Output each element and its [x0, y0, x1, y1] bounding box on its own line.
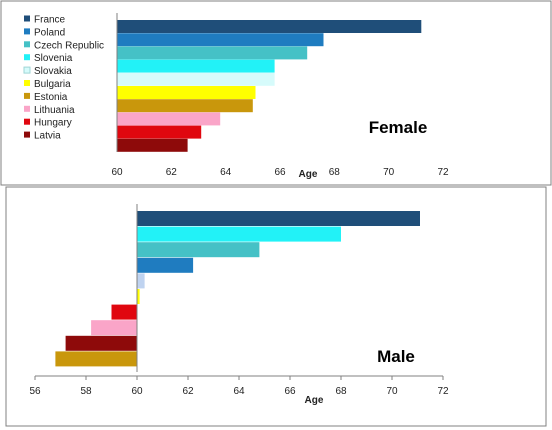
male-x-tick-64: 64: [233, 386, 245, 397]
male-x-tick-56: 56: [29, 386, 41, 397]
female-bar-france: [117, 20, 422, 33]
female-legend-swatch-lithuania: [24, 105, 30, 112]
female-x-axis-title: Age: [299, 169, 318, 180]
female-panel-title: Female: [369, 118, 428, 137]
female-x-tick-64: 64: [220, 167, 232, 178]
male-x-tick-70: 70: [386, 386, 398, 397]
male-bar-france: [137, 211, 420, 226]
male-x-tick-58: 58: [80, 386, 92, 397]
male-bar-slovakia: [137, 273, 145, 289]
male-bars: [55, 211, 420, 367]
female-x-tick-70: 70: [383, 167, 395, 178]
female-legend-swatch-slovakia: [23, 66, 31, 74]
female-legend-swatch-latvia: [24, 131, 30, 138]
female-panel-border: [0, 0, 552, 186]
female-x-tick-68: 68: [329, 167, 341, 178]
female-legend-label-lithuania: Lithuania: [34, 105, 75, 116]
female-x-axis-ticks: 60 62 64 66 68 70 72: [111, 167, 449, 178]
female-bar-hungary: [117, 125, 202, 139]
female-legend-swatch-bulgaria: [24, 80, 30, 86]
male-bar-hungary: [111, 304, 137, 320]
female-legend-swatch-hungary: [24, 118, 30, 125]
male-x-tick-66: 66: [284, 386, 296, 397]
female-legend-swatch-poland: [24, 28, 30, 35]
male-bar-czech-republic: [137, 242, 260, 258]
female-legend-label-hungary: Hungary: [34, 118, 72, 129]
male-bar-lithuania: [91, 320, 137, 336]
female-legend-label-estonia: Estonia: [34, 92, 68, 103]
female-bar-slovenia: [117, 59, 275, 73]
female-bar-czech-republic: [117, 46, 308, 60]
female-x-tick-60: 60: [111, 167, 123, 178]
female-legend-label-czech-republic: Czech Republic: [34, 40, 104, 51]
male-bar-latvia: [65, 335, 137, 351]
female-x-tick-72: 72: [437, 167, 449, 178]
female-bar-bulgaria: [117, 86, 256, 99]
male-panel-border: [5, 186, 547, 427]
female-legend-swatch-czech-republic: [24, 41, 30, 48]
male-x-tick-62: 62: [182, 386, 194, 397]
female-bar-estonia: [117, 99, 253, 113]
female-bar-poland: [117, 33, 324, 47]
female-legend-label-slovakia: Slovakia: [34, 66, 72, 77]
male-bar-bulgaria: [137, 289, 140, 304]
female-x-tick-66: 66: [274, 167, 286, 178]
female-legend-label-poland: Poland: [34, 27, 65, 38]
female-bar-lithuania: [117, 112, 221, 126]
male-bar-poland: [137, 257, 194, 273]
female-x-tick-62: 62: [166, 167, 178, 178]
female-legend-swatch-estonia: [24, 92, 30, 99]
male-chart-panel: 56 58 60 62 64 66 68 70 72 Age Male: [5, 186, 547, 427]
female-legend-label-bulgaria: Bulgaria: [34, 79, 71, 90]
female-legend-swatch-slovenia: [24, 54, 30, 61]
female-legend-swatch-france: [24, 15, 30, 22]
male-x-axis-title: Age: [305, 395, 324, 406]
female-legend-label-latvia: Latvia: [34, 131, 61, 142]
male-bar-slovenia: [137, 226, 341, 242]
male-x-tick-68: 68: [335, 386, 347, 397]
male-x-tick-72: 72: [437, 386, 449, 397]
female-bar-latvia: [117, 138, 188, 152]
male-bar-estonia: [55, 351, 137, 367]
female-bar-slovakia: [117, 72, 275, 86]
female-bars: [117, 20, 422, 152]
male-x-axis-ticks: 56 58 60 62 64 66 68 70 72: [29, 376, 449, 397]
male-x-tick-60: 60: [131, 386, 143, 397]
female-legend-label-france: France: [34, 15, 66, 26]
male-panel-title: Male: [377, 347, 415, 366]
female-legend-label-slovenia: Slovenia: [34, 53, 73, 64]
